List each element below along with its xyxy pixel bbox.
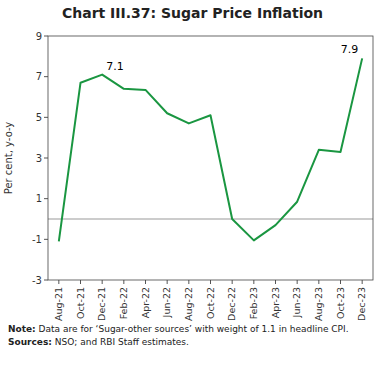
x-tick <box>145 280 146 284</box>
y-tick <box>44 76 48 77</box>
x-tick-label: Feb-23 <box>248 287 259 319</box>
plot-frame <box>48 36 373 280</box>
chart-svg: -3 -1 1 3 5 7 9 Aug-21 Oct-21 Dec-21 Feb-22 Apr-22 J… <box>0 24 385 324</box>
x-tick <box>80 280 81 284</box>
note: Note: Data are for ‘Sugar-other sources’… <box>8 324 377 335</box>
chart-container: -3 -1 1 3 5 7 9 Aug-21 Oct-21 Dec-21 Feb-22 Apr-22 J… <box>0 24 385 324</box>
y-tick-label: 7 <box>36 71 42 82</box>
note: Sources: NSO; and RBI Staff estimates. <box>8 337 377 348</box>
y-tick-label: 3 <box>36 153 42 164</box>
x-tick <box>297 280 298 284</box>
y-tick-label: 1 <box>36 193 42 204</box>
x-tick-label: Aug-21 <box>53 287 64 321</box>
data-line <box>59 58 362 241</box>
x-tick-label: Oct-22 <box>205 287 216 319</box>
annotation: 7.9 <box>341 43 359 56</box>
x-tick <box>188 280 189 284</box>
y-tick <box>44 198 48 199</box>
x-tick-label: Dec-23 <box>356 287 367 321</box>
title: Chart III.37: Sugar Price Inflation <box>0 0 385 24</box>
x-tick-label: Dec-21 <box>96 287 107 321</box>
notes: Note: Data are for ‘Sugar-other sources’… <box>0 324 385 348</box>
x-tick <box>253 280 254 284</box>
x-tick-label: Feb-22 <box>118 287 129 319</box>
y-tick <box>44 280 48 281</box>
x-tick <box>275 280 276 284</box>
x-tick <box>232 280 233 284</box>
x-tick <box>340 280 341 284</box>
note-label: Sources: <box>8 337 52 347</box>
x-tick <box>362 280 363 284</box>
y-tick <box>44 239 48 240</box>
x-tick <box>102 280 103 284</box>
note-label: Note: <box>8 324 36 334</box>
y-tick-label: 5 <box>36 112 42 123</box>
x-tick <box>210 280 211 284</box>
x-tick-label: Apr-23 <box>270 287 281 318</box>
x-tick <box>167 280 168 284</box>
x-tick <box>318 280 319 284</box>
x-tick-label: Jun-23 <box>291 287 302 318</box>
x-tick-label: Jun-22 <box>161 287 172 318</box>
x-tick <box>123 280 124 284</box>
x-tick-label: Dec-22 <box>226 287 237 321</box>
note-text: NSO; and RBI Staff estimates. <box>55 337 189 347</box>
y-tick-label: 9 <box>36 31 42 42</box>
x-tick-label: Oct-23 <box>335 287 346 319</box>
reference-line <box>48 218 373 219</box>
x-tick-label: Oct-21 <box>75 287 86 319</box>
x-tick-label: Aug-23 <box>313 287 324 321</box>
x-tick-label: Aug-22 <box>183 287 194 321</box>
y-tick <box>44 158 48 159</box>
x-tick <box>58 280 59 284</box>
plot-area <box>48 58 373 241</box>
y-tick <box>44 117 48 118</box>
y-axis-label: Per cent, y-o-y <box>3 122 14 195</box>
note-text: Data are for ‘Sugar-other sources’ with … <box>39 324 349 334</box>
annotation: 7.1 <box>106 60 124 73</box>
x-tick-label: Apr-22 <box>140 287 151 318</box>
y-tick-label: -1 <box>32 234 42 245</box>
y-tick <box>44 36 48 37</box>
y-tick-label: -3 <box>32 275 42 286</box>
